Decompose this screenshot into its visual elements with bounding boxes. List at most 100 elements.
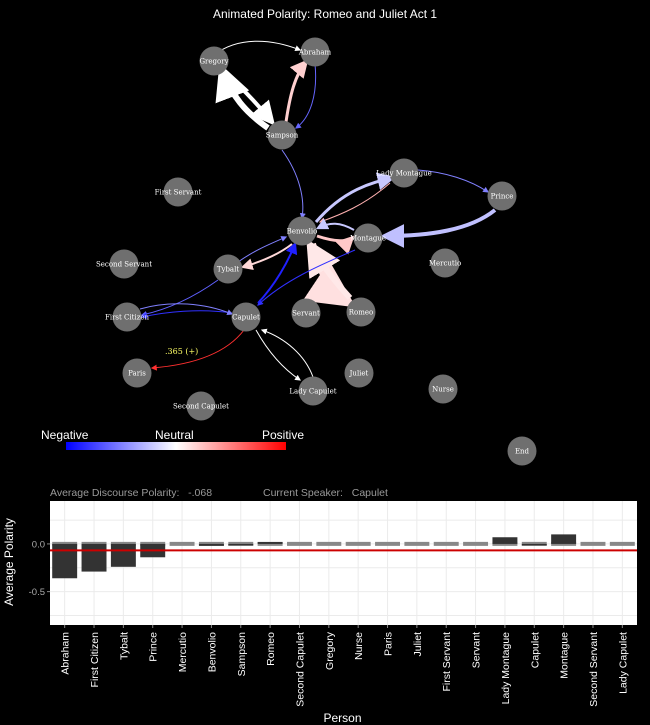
node-circle (163, 177, 193, 207)
edge-capulet-to-lady-capulet (255, 329, 301, 381)
plot-panel (50, 501, 637, 625)
edge-benvolio-to-lady-montague (314, 172, 396, 223)
legend-negative: Negative (41, 428, 89, 442)
node-label: Lady Montague (376, 170, 432, 178)
node-label: Sampson (266, 132, 299, 140)
node-circle (122, 358, 152, 388)
x-tick-label-paris: Paris (383, 632, 395, 656)
node-capulet: Capulet (231, 302, 261, 332)
x-tick-label-tybalt: Tybalt (118, 632, 130, 660)
bar-tybalt (110, 543, 136, 567)
node-circle (186, 391, 216, 421)
node-circle (428, 374, 458, 404)
node-lady-montague: Lady Montague (376, 158, 432, 188)
x-tick-label-montague: Montague (559, 632, 571, 679)
y-tick-label: -0.5 (29, 587, 45, 598)
edge-benvolio-to-tybalt (240, 243, 293, 271)
edge-sampson-to-abraham (284, 59, 309, 123)
node-circle (346, 297, 376, 327)
node-circle (487, 181, 517, 211)
avg-value: -.068 (188, 487, 213, 499)
node-label: Juliet (349, 370, 369, 378)
node-paris: Paris (122, 358, 152, 388)
x-tick-label-lady-montague: Lady Montague (500, 632, 512, 705)
edge-capulet-to-benvolio (257, 241, 298, 304)
node-label: Capulet (232, 314, 260, 322)
node-label: Second Servant (96, 261, 152, 269)
node-servant: Servant (291, 298, 321, 328)
speaker-value: Capulet (351, 487, 388, 499)
node-circle (112, 302, 142, 332)
bar-sampson (228, 543, 254, 546)
node-label: First Citizen (105, 314, 150, 322)
x-tick-label-servant: Servant (471, 632, 483, 668)
node-juliet: Juliet (344, 358, 374, 388)
node-circle (353, 223, 383, 253)
node-tybalt: Tybalt (213, 254, 243, 284)
x-tick-label-sampson: Sampson (236, 632, 248, 677)
edge-abraham-to-sampson (295, 63, 317, 129)
edge-capulet-to-paris (150, 329, 245, 371)
x-tick-label-first-servant: First Servant (441, 632, 453, 692)
node-label: Lady Capulet (289, 388, 336, 396)
node-circle (389, 158, 419, 188)
bar-lady-montague (492, 537, 518, 544)
polarity-network: Gregory Abraham Sampson First Servant Lady M… (96, 37, 537, 466)
node-circle (287, 216, 317, 246)
node-second-servant: Second Servant (96, 249, 152, 279)
node-circle (231, 302, 261, 332)
node-benvolio: Benvolio (287, 216, 317, 246)
edge-lady-montague-to-prince (417, 169, 489, 193)
node-circle (507, 436, 537, 466)
bar-first-citizen (81, 543, 107, 572)
node-circle (213, 254, 243, 284)
edge-sampson-to-benvolio (281, 149, 306, 220)
node-label: Mercutio (429, 260, 461, 268)
node-label: Second Capulet (173, 403, 229, 411)
node-circle (199, 46, 229, 76)
bar-romeo (257, 542, 283, 544)
edge-benvolio-to-montague (316, 234, 355, 255)
avg-label: Average Discourse Polarity: (50, 487, 180, 499)
node-lady-capulet: Lady Capulet (289, 376, 337, 406)
edge-lady-capulet-to-capulet (260, 328, 314, 378)
edge-first-citizen-to-capulet (139, 303, 234, 315)
edge-tybalt-to-first-citizen (140, 279, 219, 317)
x-tick-label-nurse: Nurse (353, 632, 365, 660)
current-speaker-stat: Current Speaker: Capulet (263, 487, 388, 499)
bar-capulet (521, 543, 547, 546)
edge-gregory-to-abraham (213, 40, 302, 56)
node-circle (109, 249, 139, 279)
average-polarity-stat: Average Discourse Polarity: -.068 (50, 487, 212, 499)
edge-tybalt-to-benvolio (237, 236, 288, 263)
node-mercutio: Mercutio (429, 248, 461, 278)
node-circle (344, 358, 374, 388)
node-label: Montague (350, 235, 386, 243)
legend-neutral: Neutral (155, 428, 194, 442)
x-tick-label-second-servant: Second Servant (588, 632, 600, 707)
node-label: Gregory (199, 58, 228, 66)
node-first-citizen: First Citizen (105, 302, 150, 332)
x-tick-label-second-capulet: Second Capulet (294, 632, 306, 707)
bar-prince (140, 543, 166, 558)
node-prince: Prince (487, 181, 517, 211)
x-tick-label-gregory: Gregory (324, 631, 336, 670)
chart-title: Animated Polarity: Romeo and Juliet Act … (212, 7, 438, 21)
node-nurse: Nurse (428, 374, 458, 404)
edge-montague-to-capulet (257, 249, 356, 306)
node-label: Romeo (349, 309, 373, 317)
speaker-label: Current Speaker: (263, 487, 343, 499)
legend-positive: Positive (262, 428, 305, 442)
edge-sampson-to-gregory (215, 63, 270, 131)
node-label: Abraham (298, 49, 332, 57)
edge-label: .365 (+) (165, 347, 198, 356)
x-tick-label-romeo: Romeo (265, 632, 277, 666)
y-tick-label: 0.0 (32, 539, 45, 550)
x-tick-label-abraham: Abraham (60, 632, 72, 675)
node-circle (298, 376, 328, 406)
node-circle (300, 37, 330, 67)
x-tick-label-benvolio: Benvolio (206, 632, 218, 672)
node-label: Nurse (432, 386, 454, 394)
node-circle (267, 120, 297, 150)
x-tick-label-mercutio: Mercutio (177, 632, 189, 672)
